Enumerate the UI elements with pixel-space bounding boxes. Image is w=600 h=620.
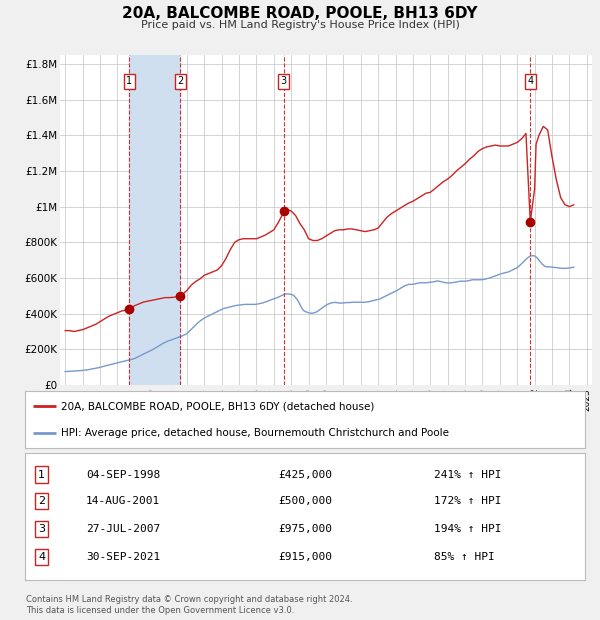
Text: 2: 2 xyxy=(177,76,184,86)
Text: 1: 1 xyxy=(126,76,132,86)
Text: 2: 2 xyxy=(38,496,46,507)
Bar xyxy=(129,55,181,385)
Text: HPI: Average price, detached house, Bournemouth Christchurch and Poole: HPI: Average price, detached house, Bour… xyxy=(61,428,449,438)
Text: 1: 1 xyxy=(38,469,46,480)
Text: This data is licensed under the Open Government Licence v3.0.: This data is licensed under the Open Gov… xyxy=(26,606,294,615)
Text: 27-JUL-2007: 27-JUL-2007 xyxy=(86,524,160,534)
Text: 4: 4 xyxy=(527,76,533,86)
Text: 85% ↑ HPI: 85% ↑ HPI xyxy=(434,552,494,562)
Text: £425,000: £425,000 xyxy=(278,469,332,480)
Text: 20A, BALCOMBE ROAD, POOLE, BH13 6DY: 20A, BALCOMBE ROAD, POOLE, BH13 6DY xyxy=(122,6,478,21)
Text: £500,000: £500,000 xyxy=(278,496,332,507)
Text: 20A, BALCOMBE ROAD, POOLE, BH13 6DY (detached house): 20A, BALCOMBE ROAD, POOLE, BH13 6DY (det… xyxy=(61,401,375,412)
Text: 4: 4 xyxy=(38,552,46,562)
Text: Price paid vs. HM Land Registry's House Price Index (HPI): Price paid vs. HM Land Registry's House … xyxy=(140,20,460,30)
Text: 172% ↑ HPI: 172% ↑ HPI xyxy=(434,496,502,507)
Text: 04-SEP-1998: 04-SEP-1998 xyxy=(86,469,160,480)
Text: 30-SEP-2021: 30-SEP-2021 xyxy=(86,552,160,562)
Text: 241% ↑ HPI: 241% ↑ HPI xyxy=(434,469,502,480)
Text: 194% ↑ HPI: 194% ↑ HPI xyxy=(434,524,502,534)
Text: £915,000: £915,000 xyxy=(278,552,332,562)
Text: 14-AUG-2001: 14-AUG-2001 xyxy=(86,496,160,507)
Text: Contains HM Land Registry data © Crown copyright and database right 2024.: Contains HM Land Registry data © Crown c… xyxy=(26,595,352,604)
Text: 3: 3 xyxy=(281,76,287,86)
Text: £975,000: £975,000 xyxy=(278,524,332,534)
Text: 3: 3 xyxy=(38,524,46,534)
